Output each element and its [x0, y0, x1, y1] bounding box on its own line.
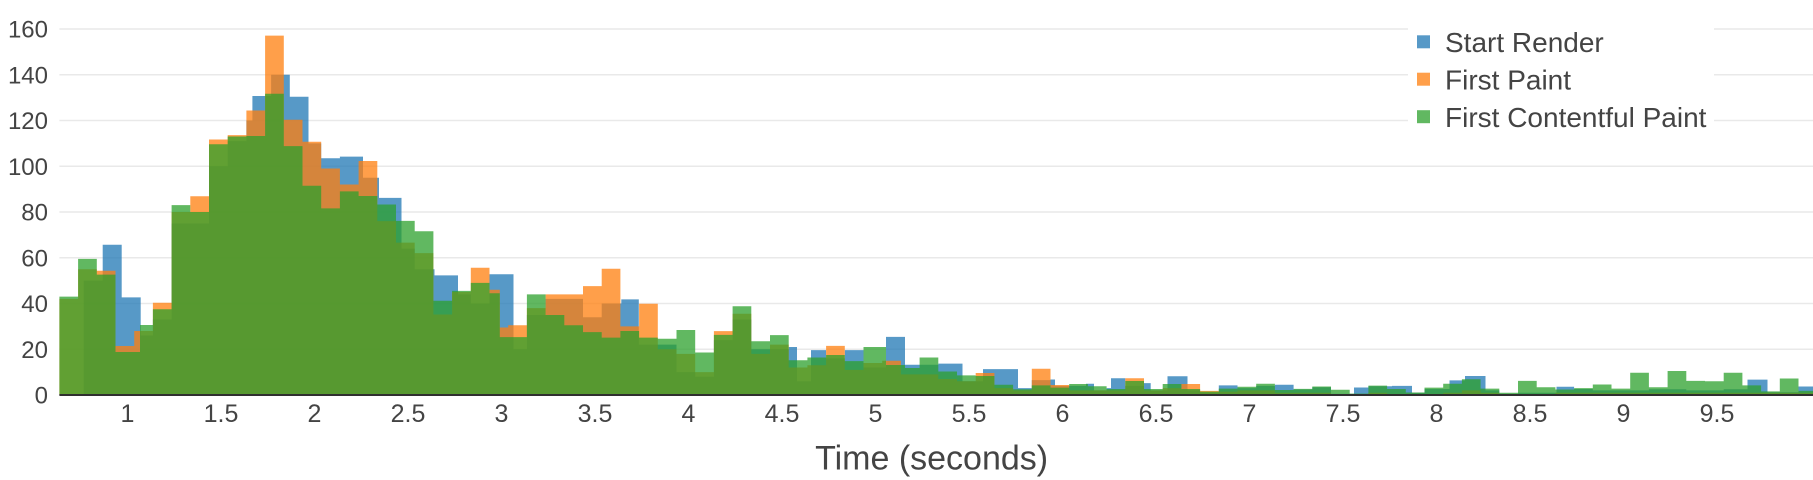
svg-text:40: 40 [21, 291, 48, 318]
svg-text:100: 100 [8, 154, 48, 181]
svg-text:6: 6 [1056, 400, 1070, 428]
svg-text:First Paint: First Paint [1445, 65, 1571, 96]
svg-text:80: 80 [21, 200, 48, 227]
svg-text:3.5: 3.5 [578, 400, 613, 428]
svg-text:9: 9 [1617, 400, 1631, 428]
svg-text:7.5: 7.5 [1326, 400, 1361, 428]
svg-text:First Contentful Paint: First Contentful Paint [1445, 102, 1707, 133]
svg-text:Time (seconds): Time (seconds) [815, 440, 1048, 478]
svg-text:60: 60 [21, 245, 48, 272]
svg-text:5: 5 [869, 400, 883, 428]
svg-text:4: 4 [682, 400, 696, 428]
svg-text:120: 120 [8, 108, 48, 135]
svg-text:Start Render: Start Render [1445, 27, 1604, 58]
svg-text:1.5: 1.5 [204, 400, 239, 428]
svg-text:2: 2 [308, 400, 322, 428]
svg-text:9.5: 9.5 [1700, 400, 1735, 428]
svg-text:140: 140 [8, 62, 48, 89]
svg-text:8.5: 8.5 [1513, 400, 1548, 428]
svg-text:20: 20 [21, 337, 48, 364]
svg-text:160: 160 [8, 17, 48, 44]
svg-text:6.5: 6.5 [1139, 400, 1174, 428]
svg-text:8: 8 [1430, 400, 1444, 428]
svg-text:7: 7 [1243, 400, 1257, 428]
svg-text:2.5: 2.5 [391, 400, 426, 428]
svg-text:4.5: 4.5 [765, 400, 800, 428]
svg-text:0: 0 [35, 383, 48, 410]
svg-text:1: 1 [121, 400, 135, 428]
svg-text:3: 3 [495, 400, 509, 428]
svg-text:5.5: 5.5 [952, 400, 987, 428]
